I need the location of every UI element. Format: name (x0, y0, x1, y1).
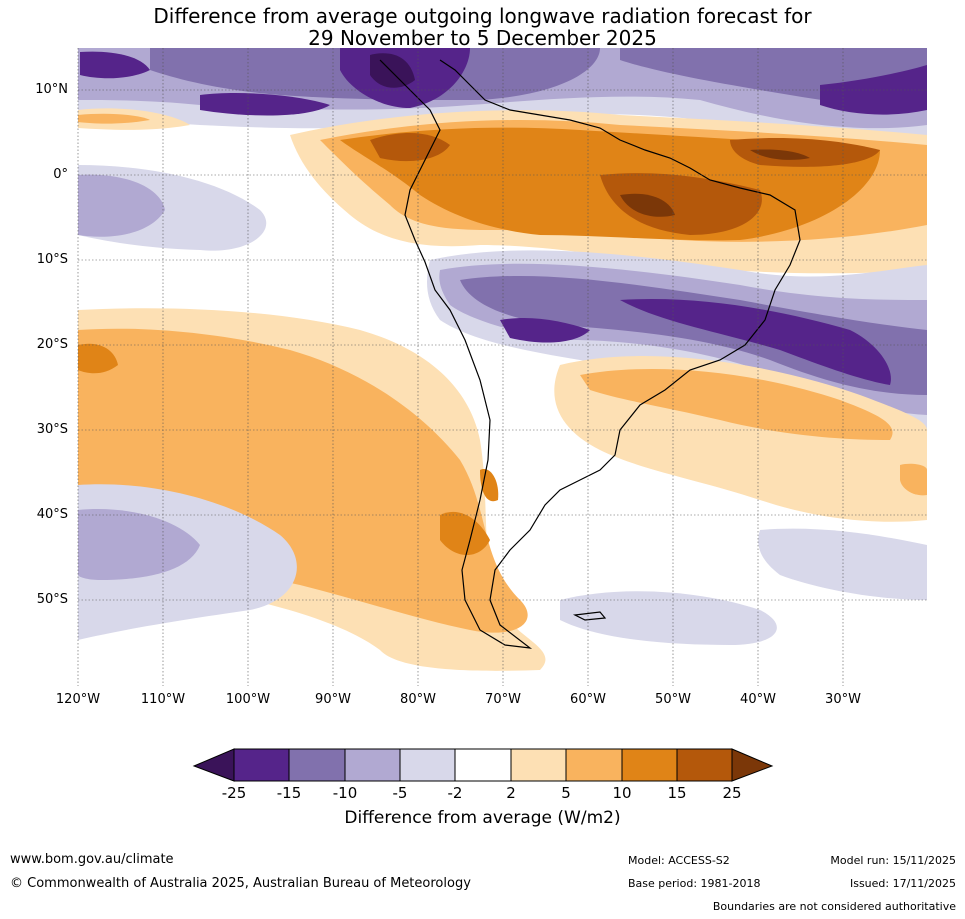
colorbar (192, 748, 774, 782)
lat-label: 30°S (36, 422, 68, 437)
map-title-line-2: 29 November to 5 December 2025 (308, 26, 657, 50)
model-run-date: Model run: 15/11/2025 (830, 854, 956, 867)
colorbar-bin (676, 748, 733, 782)
colorbar-bin (233, 748, 290, 782)
lon-label: 50°W (655, 692, 691, 707)
colorbar-extend-high (731, 748, 774, 782)
colorbar-tick-label: 15 (667, 784, 687, 802)
lat-label: 10°N (35, 82, 68, 97)
colorbar-tick-label: -10 (332, 784, 358, 802)
anomaly-field (78, 48, 927, 686)
lat-label: 20°S (36, 337, 68, 352)
lon-label: 100°W (225, 692, 271, 707)
lon-label: 110°W (140, 692, 186, 707)
lat-label: 10°S (36, 252, 68, 267)
lon-label: 90°W (315, 692, 351, 707)
colorbar-bin (344, 748, 401, 782)
lon-label: 120°W (55, 692, 101, 707)
lat-label: 0° (53, 167, 68, 182)
colorbar-tick-label: 2 (506, 784, 516, 802)
colorbar-tick-label: -15 (276, 784, 302, 802)
lon-label: 40°W (740, 692, 776, 707)
colorbar-title: Difference from average (W/m2) (344, 808, 621, 828)
colorbar-bin (454, 748, 512, 782)
colorbar-extend-low (192, 748, 235, 782)
colorbar-bin (288, 748, 346, 782)
colorbar-bin (510, 748, 567, 782)
issued-date: Issued: 17/11/2025 (849, 877, 956, 890)
lon-label: 30°W (825, 692, 861, 707)
coastline (379, 59, 801, 649)
colorbar-bin (399, 748, 456, 782)
boundary-disclaimer: Boundaries are not considered authoritat… (712, 900, 956, 913)
colorbar-tick-label: -5 (392, 784, 408, 802)
colorbar-bin (621, 748, 678, 782)
base-period: Base period: 1981-2018 (628, 877, 761, 890)
colorbar-tick-label: 5 (561, 784, 571, 802)
lat-label: 40°S (36, 507, 68, 522)
lon-label: 80°W (400, 692, 436, 707)
lon-label: 60°W (570, 692, 606, 707)
colorbar-tick-label: 25 (722, 784, 742, 802)
colorbar-tick-label: -2 (447, 784, 463, 802)
map-title-line-1: Difference from average outgoing longwav… (153, 4, 812, 28)
website-link[interactable]: www.bom.gov.au/climate (10, 852, 174, 867)
model-name: Model: ACCESS-S2 (628, 854, 730, 867)
colorbar-tick-label: 10 (612, 784, 632, 802)
lon-label: 70°W (485, 692, 521, 707)
copyright-text: © Commonwealth of Australia 2025, Austra… (10, 876, 471, 891)
lat-label: 50°S (36, 592, 68, 607)
colorbar-bin (565, 748, 623, 782)
graticule (77, 48, 927, 686)
colorbar-tick-label: -25 (221, 784, 247, 802)
